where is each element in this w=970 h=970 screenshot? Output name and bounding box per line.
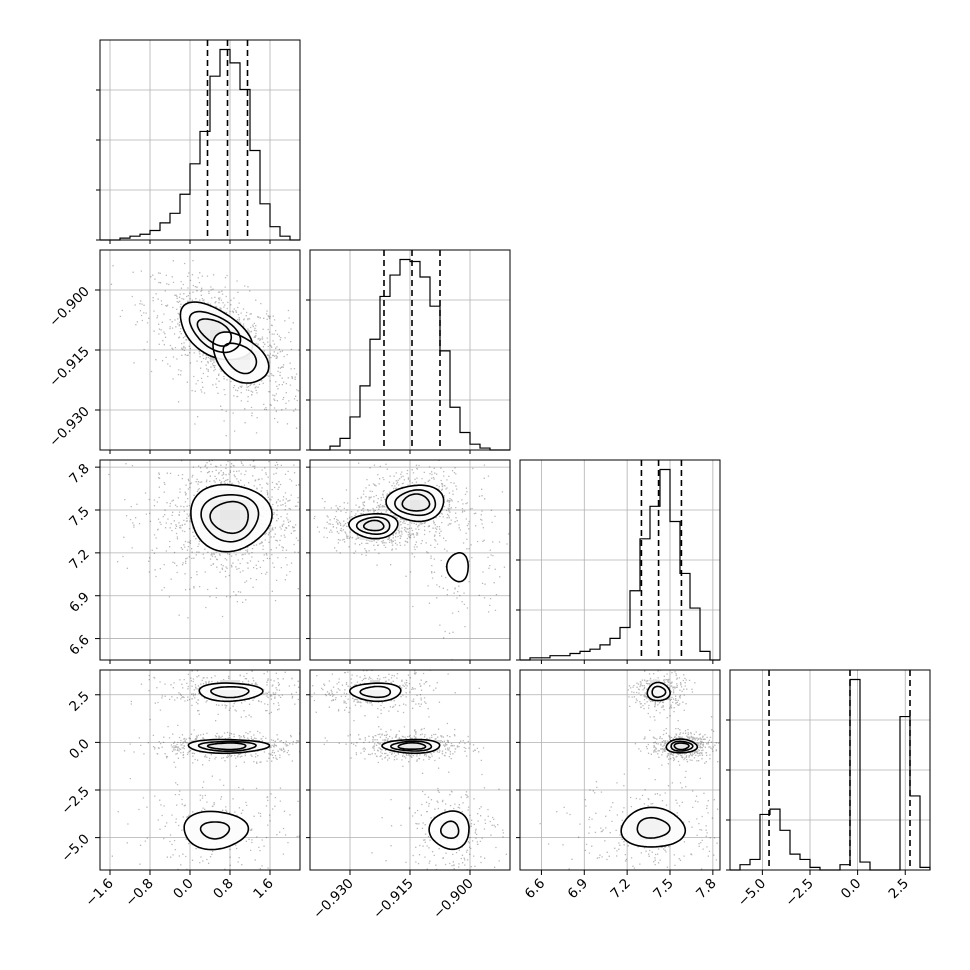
contour-fill (621, 807, 686, 847)
x-tick-label: 6.6 (522, 876, 549, 903)
histogram-steps (100, 48, 300, 241)
contour-line-1 (200, 494, 260, 543)
panel-content (108, 460, 300, 619)
x-tick-label: −2.5 (782, 876, 816, 910)
histogram-panel-3 (726, 669, 931, 871)
contour-line-1 (440, 820, 460, 839)
histogram-steps (520, 468, 720, 661)
contour-line-0 (428, 810, 470, 851)
panel-frame (99, 459, 301, 661)
contour-line-2 (363, 519, 385, 532)
contour-line-1 (636, 816, 671, 839)
contour-line-1 (199, 821, 231, 840)
panel-frame (519, 459, 721, 661)
histogram-panel-2 (516, 459, 721, 661)
density-panel-1-3 (309, 669, 511, 871)
contour-line-1 (390, 740, 433, 752)
contour-line-0 (183, 810, 250, 851)
panel-content (313, 460, 510, 660)
y-tick-label: 6.9 (66, 589, 93, 616)
panel-frame (519, 669, 721, 871)
y-tick-label: 7.5 (66, 504, 93, 531)
panel-content (539, 670, 720, 870)
contour-line-2 (196, 318, 233, 347)
contour-line-0 (187, 738, 271, 755)
x-tick-label: −1.6 (82, 876, 116, 910)
contour-line-0 (348, 513, 399, 540)
x-tick-label: 1.6 (250, 876, 277, 903)
histogram-panel-1 (306, 249, 511, 451)
contour-line-1 (651, 685, 667, 699)
histogram-steps (310, 258, 510, 451)
contour-line-0 (381, 738, 441, 755)
y-tick-label: 7.2 (66, 546, 93, 573)
contour-line-1 (222, 342, 258, 375)
x-tick-label: 0.0 (838, 876, 865, 903)
y-tick-label: −0.900 (46, 284, 93, 331)
x-tick-label: −5.0 (735, 876, 769, 910)
contour-line-1 (188, 310, 242, 354)
histogram-panel-0 (96, 39, 301, 241)
x-tick-label: 7.5 (650, 876, 677, 903)
histogram-steps (730, 678, 931, 871)
contour-line-0 (385, 484, 445, 523)
contour-line-2 (673, 742, 690, 751)
density-panel-0-3 (99, 669, 301, 871)
contour-line-1 (670, 740, 694, 752)
x-tick-label: 6.9 (565, 876, 592, 903)
contour-line-1 (359, 685, 392, 699)
contour-fill (184, 811, 249, 850)
y-tick-label: −2.5 (58, 784, 92, 818)
contour-line-2 (206, 742, 247, 751)
x-tick-label: 7.2 (607, 876, 634, 903)
x-tick-label: −0.930 (310, 876, 357, 923)
contour-line-0 (198, 682, 264, 703)
contour-fill (429, 811, 469, 850)
contour-fill (446, 552, 469, 582)
contour-line-1 (394, 489, 437, 517)
contour-line-0 (620, 806, 687, 848)
contour-line-1 (197, 740, 257, 752)
y-tick-label: −0.930 (46, 404, 93, 451)
contour-line-0 (212, 331, 270, 384)
y-tick-label: −5.0 (58, 831, 92, 865)
scatter-points (313, 460, 510, 660)
x-tick-label: −0.915 (370, 876, 417, 923)
x-tick-label: −0.900 (430, 876, 477, 923)
density-panel-2-3 (519, 669, 721, 871)
y-tick-label: 7.8 (66, 461, 93, 488)
x-tick-label: 7.8 (693, 876, 720, 903)
contour-line-1 (210, 686, 250, 699)
y-tick-label: 6.6 (66, 632, 93, 659)
y-tick-label: 0.0 (66, 736, 93, 763)
contour-line-2 (401, 493, 431, 512)
contour-line-2 (397, 742, 427, 750)
contour-line-0 (190, 483, 273, 553)
x-tick-label: 2.5 (886, 876, 913, 903)
panel-frame (99, 669, 301, 871)
scatter-points (311, 670, 507, 870)
panel-content (110, 259, 300, 437)
x-tick-label: −0.8 (122, 876, 156, 910)
contour-line-2 (209, 500, 250, 535)
density-panel-0-2 (99, 459, 301, 661)
contour-line-0 (348, 682, 402, 703)
scatter-points (539, 670, 720, 870)
contour-line-0 (665, 738, 699, 754)
panel-frame (729, 669, 931, 871)
panel-frame (99, 39, 301, 241)
contour-line-0 (646, 681, 671, 702)
contour-line-1 (355, 516, 391, 535)
panel-content (311, 670, 507, 870)
y-tick-label: −0.915 (46, 344, 93, 391)
contour-line-0 (446, 552, 469, 583)
x-tick-label: 0.0 (170, 876, 197, 903)
density-panel-1-2 (309, 459, 511, 661)
x-tick-label: 0.8 (210, 876, 237, 903)
density-panel-0-1 (99, 249, 301, 451)
y-tick-label: 2.5 (66, 688, 93, 715)
panel-content (111, 670, 300, 870)
